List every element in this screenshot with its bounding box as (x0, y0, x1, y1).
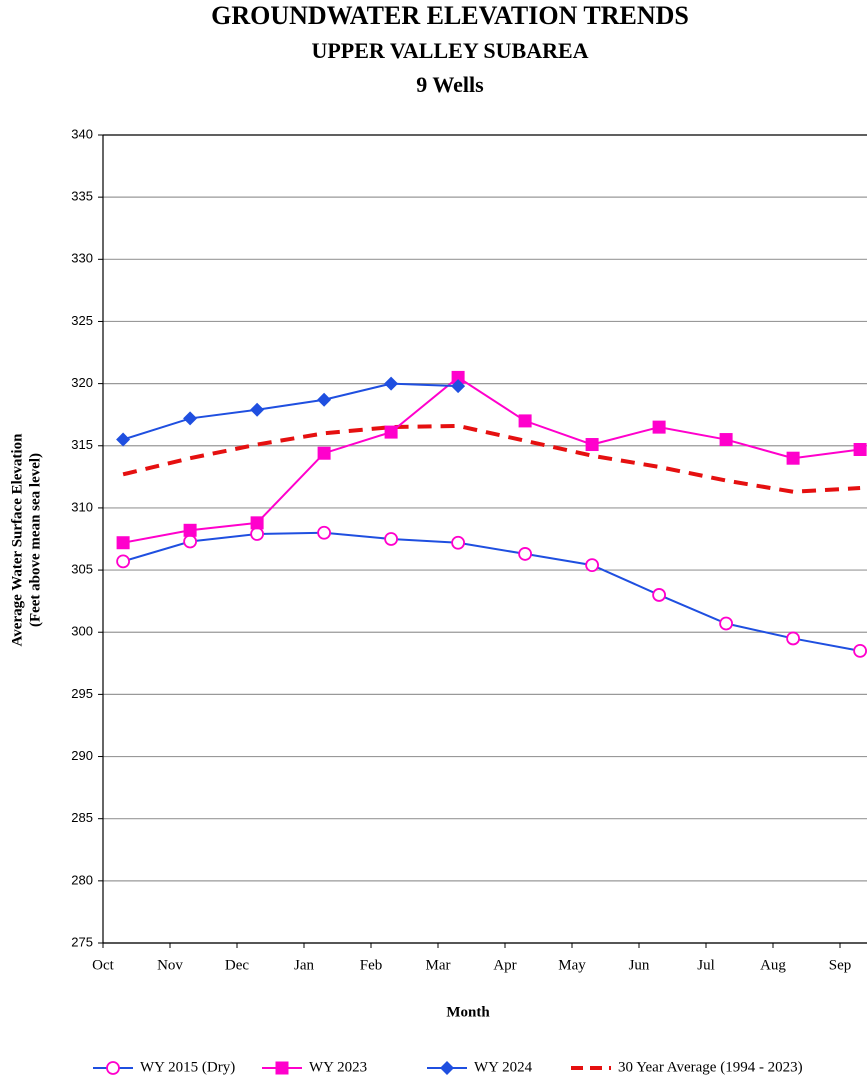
y-tick-label: 295 (71, 686, 93, 701)
data-point (786, 451, 800, 465)
chart-subtitle: UPPER VALLEY SUBAREA (311, 38, 588, 63)
data-point (384, 425, 398, 439)
x-axis-label: Month (446, 1004, 490, 1020)
data-point (786, 631, 800, 646)
legend-marker (106, 1061, 120, 1075)
data-point (451, 535, 466, 550)
legend-label: WY 2015 (Dry) (140, 1059, 235, 1075)
chart-title: GROUNDWATER ELEVATION TRENDS (211, 1, 689, 30)
y-tick-label: 320 (71, 375, 93, 390)
y-tick-label: 275 (71, 934, 93, 949)
data-point (250, 402, 265, 417)
series-line (122, 531, 861, 652)
data-point (116, 536, 130, 550)
y-axis-label: Average Water Surface Elevation (9, 433, 25, 647)
x-tick-label: Nov (157, 957, 183, 973)
series-line (122, 382, 459, 441)
x-tick-label: Feb (360, 957, 383, 973)
x-tick-label: Aug (760, 957, 786, 973)
data-point (585, 558, 599, 573)
legend-label: WY 2023 (309, 1059, 367, 1075)
y-tick-label: 330 (71, 251, 93, 266)
data-point (384, 376, 399, 391)
x-tick-label: Jan (294, 957, 314, 973)
data-point (183, 534, 198, 549)
y-tick-label: 300 (71, 624, 93, 639)
x-tick-label: May (558, 957, 586, 973)
data-point (719, 616, 733, 631)
data-point (518, 547, 532, 561)
data-point (183, 523, 197, 537)
y-tick-label: 305 (71, 562, 93, 577)
y-tick-label: 335 (71, 189, 93, 204)
data-point (384, 532, 399, 546)
legend-label: 30 Year Average (1994 - 2023) (618, 1059, 803, 1075)
data-point (317, 392, 332, 407)
data-point (116, 554, 130, 569)
data-point (250, 516, 264, 530)
x-tick-label: Sep (829, 957, 852, 973)
x-tick-label: Apr (493, 957, 516, 973)
legend-marker (275, 1061, 289, 1075)
data-point (585, 438, 599, 452)
data-point (116, 432, 131, 447)
y-tick-label: 285 (71, 810, 93, 825)
y-tick-label: 280 (71, 872, 93, 887)
data-point (652, 420, 666, 434)
y-tick-label: 310 (71, 499, 93, 514)
y-tick-label: 290 (71, 748, 93, 763)
y-tick-label: 325 (71, 313, 93, 328)
y-tick-label: 340 (71, 126, 93, 141)
x-tick-label: Mar (426, 957, 451, 973)
x-tick-label: Oct (92, 957, 114, 973)
data-point (317, 446, 331, 460)
x-tick-label: Jul (697, 957, 715, 973)
data-point (652, 588, 666, 602)
data-point (451, 379, 466, 394)
data-point (317, 525, 332, 540)
data-point (719, 433, 733, 447)
data-point (451, 370, 465, 384)
data-point (853, 643, 867, 658)
y-tick-label: 315 (71, 437, 93, 452)
legend-label: WY 2024 (474, 1059, 533, 1075)
x-tick-label: Dec (225, 957, 249, 973)
series-line (122, 376, 861, 544)
legend-marker (440, 1061, 454, 1075)
data-point (518, 414, 532, 428)
y-axis-label: (Feet above mean sea level) (27, 453, 43, 627)
chart-subtitle: 9 Wells (416, 72, 484, 97)
data-point (250, 527, 265, 541)
data-point (183, 411, 198, 426)
data-point (853, 442, 867, 456)
x-tick-label: Jun (629, 957, 650, 973)
average-line (122, 423, 861, 494)
